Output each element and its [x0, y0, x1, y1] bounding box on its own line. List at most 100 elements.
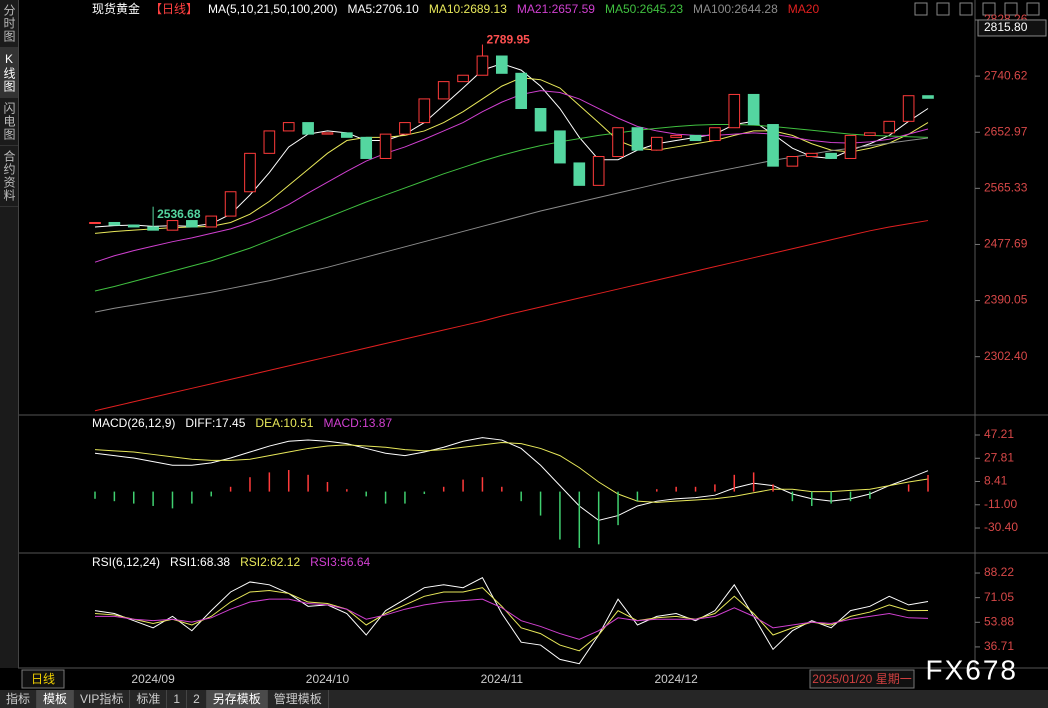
candle [244, 152, 256, 193]
y-tick-label: 2652.97 [984, 124, 1028, 138]
y-tick-label: 2477.69 [984, 237, 1028, 251]
candle [554, 130, 566, 164]
candle [747, 93, 760, 126]
y-tick-label: -11.00 [984, 497, 1017, 511]
legend-entry: RSI1:68.38 [170, 555, 230, 569]
indicator-line [94, 437, 929, 521]
candle [127, 224, 140, 228]
toolbar-tab[interactable]: 2 [187, 690, 207, 708]
cursor-date-box [809, 669, 915, 689]
indicator-label: MA(5,10,21,50,100,200) [208, 2, 337, 16]
sidebar: 分时图 K线图 闪电图 合约资料 [0, 0, 19, 668]
candle [360, 136, 373, 159]
toolbar-tab[interactable]: VIP指标 [74, 690, 131, 708]
ma-line [94, 220, 929, 412]
indicator-line [94, 576, 929, 665]
candle [166, 220, 179, 231]
y-tick-label: -30.40 [984, 520, 1018, 534]
sidebar-tab[interactable]: 合约资料 [0, 146, 18, 207]
candle [728, 93, 741, 129]
candle [476, 55, 489, 76]
toolbar-tab[interactable]: 管理模板 [268, 690, 329, 708]
candle [108, 221, 121, 226]
y-tick-label: 2390.05 [984, 293, 1028, 307]
ma-line [94, 124, 929, 292]
candle [418, 98, 431, 124]
window-icons[interactable] [914, 2, 1040, 16]
y-tick-label: 2565.33 [984, 181, 1028, 195]
indicator-line [95, 598, 929, 640]
legend-entry: MA21:2657.59 [517, 2, 595, 16]
period-tab[interactable]: 日线 [31, 672, 55, 686]
pane-title: 现货黄金 [92, 1, 140, 16]
candle [457, 74, 469, 83]
candle [573, 162, 586, 186]
x-tick-label: 2024/11 [481, 672, 524, 686]
legend-entry: MA10:2689.13 [429, 2, 507, 16]
legend-entry: MA5:2706.10 [347, 2, 419, 16]
legend-entry: MA100:2644.28 [693, 2, 778, 16]
candle [379, 133, 392, 159]
toolbar-tab[interactable]: 另存模板 [206, 690, 268, 708]
y-tick-label: 47.21 [984, 427, 1014, 441]
x-tick-label: 2024/12 [654, 672, 698, 686]
legend-entry: MA20 [788, 2, 820, 16]
toolbar-tab[interactable]: 1 [167, 690, 188, 708]
candle [902, 95, 915, 122]
candle [844, 134, 857, 159]
y-tick-label: 36.71 [984, 639, 1014, 653]
candle [186, 220, 198, 228]
indicator-line [94, 587, 929, 652]
candle [767, 124, 779, 167]
candle [650, 136, 663, 151]
period-tab-box[interactable] [21, 669, 65, 689]
candle [437, 81, 450, 100]
candle [321, 132, 334, 135]
last-price: 2815.80 [984, 20, 1028, 34]
toolbar-tab[interactable]: 模板 [37, 690, 75, 708]
legend-entry: RSI3:56.64 [310, 555, 370, 569]
legend-entry: MACD:13.87 [323, 416, 392, 430]
candle [883, 120, 896, 134]
ma-line [94, 77, 929, 234]
period-label: 【日线】 [150, 2, 198, 16]
candle [341, 132, 353, 138]
pane-title: MACD(26,12,9) [92, 416, 175, 430]
candle [612, 127, 624, 158]
sidebar-tab[interactable]: 分时图 [0, 0, 18, 48]
candle [399, 122, 411, 135]
candle [592, 156, 605, 186]
candle [224, 191, 237, 217]
candle [495, 55, 508, 74]
y-tick-label: 53.88 [984, 614, 1014, 628]
candle [534, 108, 547, 132]
candle [786, 156, 799, 167]
candle [515, 72, 528, 110]
candle [709, 127, 721, 142]
legend-entry: MA50:2645.23 [605, 2, 683, 16]
y-tick-label: 2740.62 [984, 68, 1028, 82]
candle [825, 152, 837, 159]
candle [670, 134, 682, 138]
indicator-line [94, 441, 929, 503]
sidebar-tab[interactable]: K线图 [0, 48, 18, 98]
candle [205, 215, 218, 228]
high-label: 2789.95 [486, 33, 530, 47]
pane-title: RSI(6,12,24) [92, 555, 160, 569]
toolbar-tab[interactable]: 指标 [0, 690, 38, 708]
candle [302, 122, 314, 135]
candle [263, 130, 276, 154]
candle [631, 127, 644, 151]
x-tick-label: 2024/10 [306, 672, 350, 686]
legend-entry: DIFF:17.45 [185, 416, 245, 430]
x-tick-label: 2024/09 [131, 672, 175, 686]
sidebar-tab[interactable]: 闪电图 [0, 98, 18, 146]
candle [89, 221, 101, 224]
toolbar: 指标 模板 VIP指标 标准 1 2 另存模板 管理模板 [0, 690, 1048, 708]
legend-entry: DEA:10.51 [255, 416, 313, 430]
last-price-box [977, 19, 1047, 37]
y-tick-label: 71.05 [984, 590, 1014, 604]
toolbar-tab[interactable]: 标准 [130, 690, 168, 708]
